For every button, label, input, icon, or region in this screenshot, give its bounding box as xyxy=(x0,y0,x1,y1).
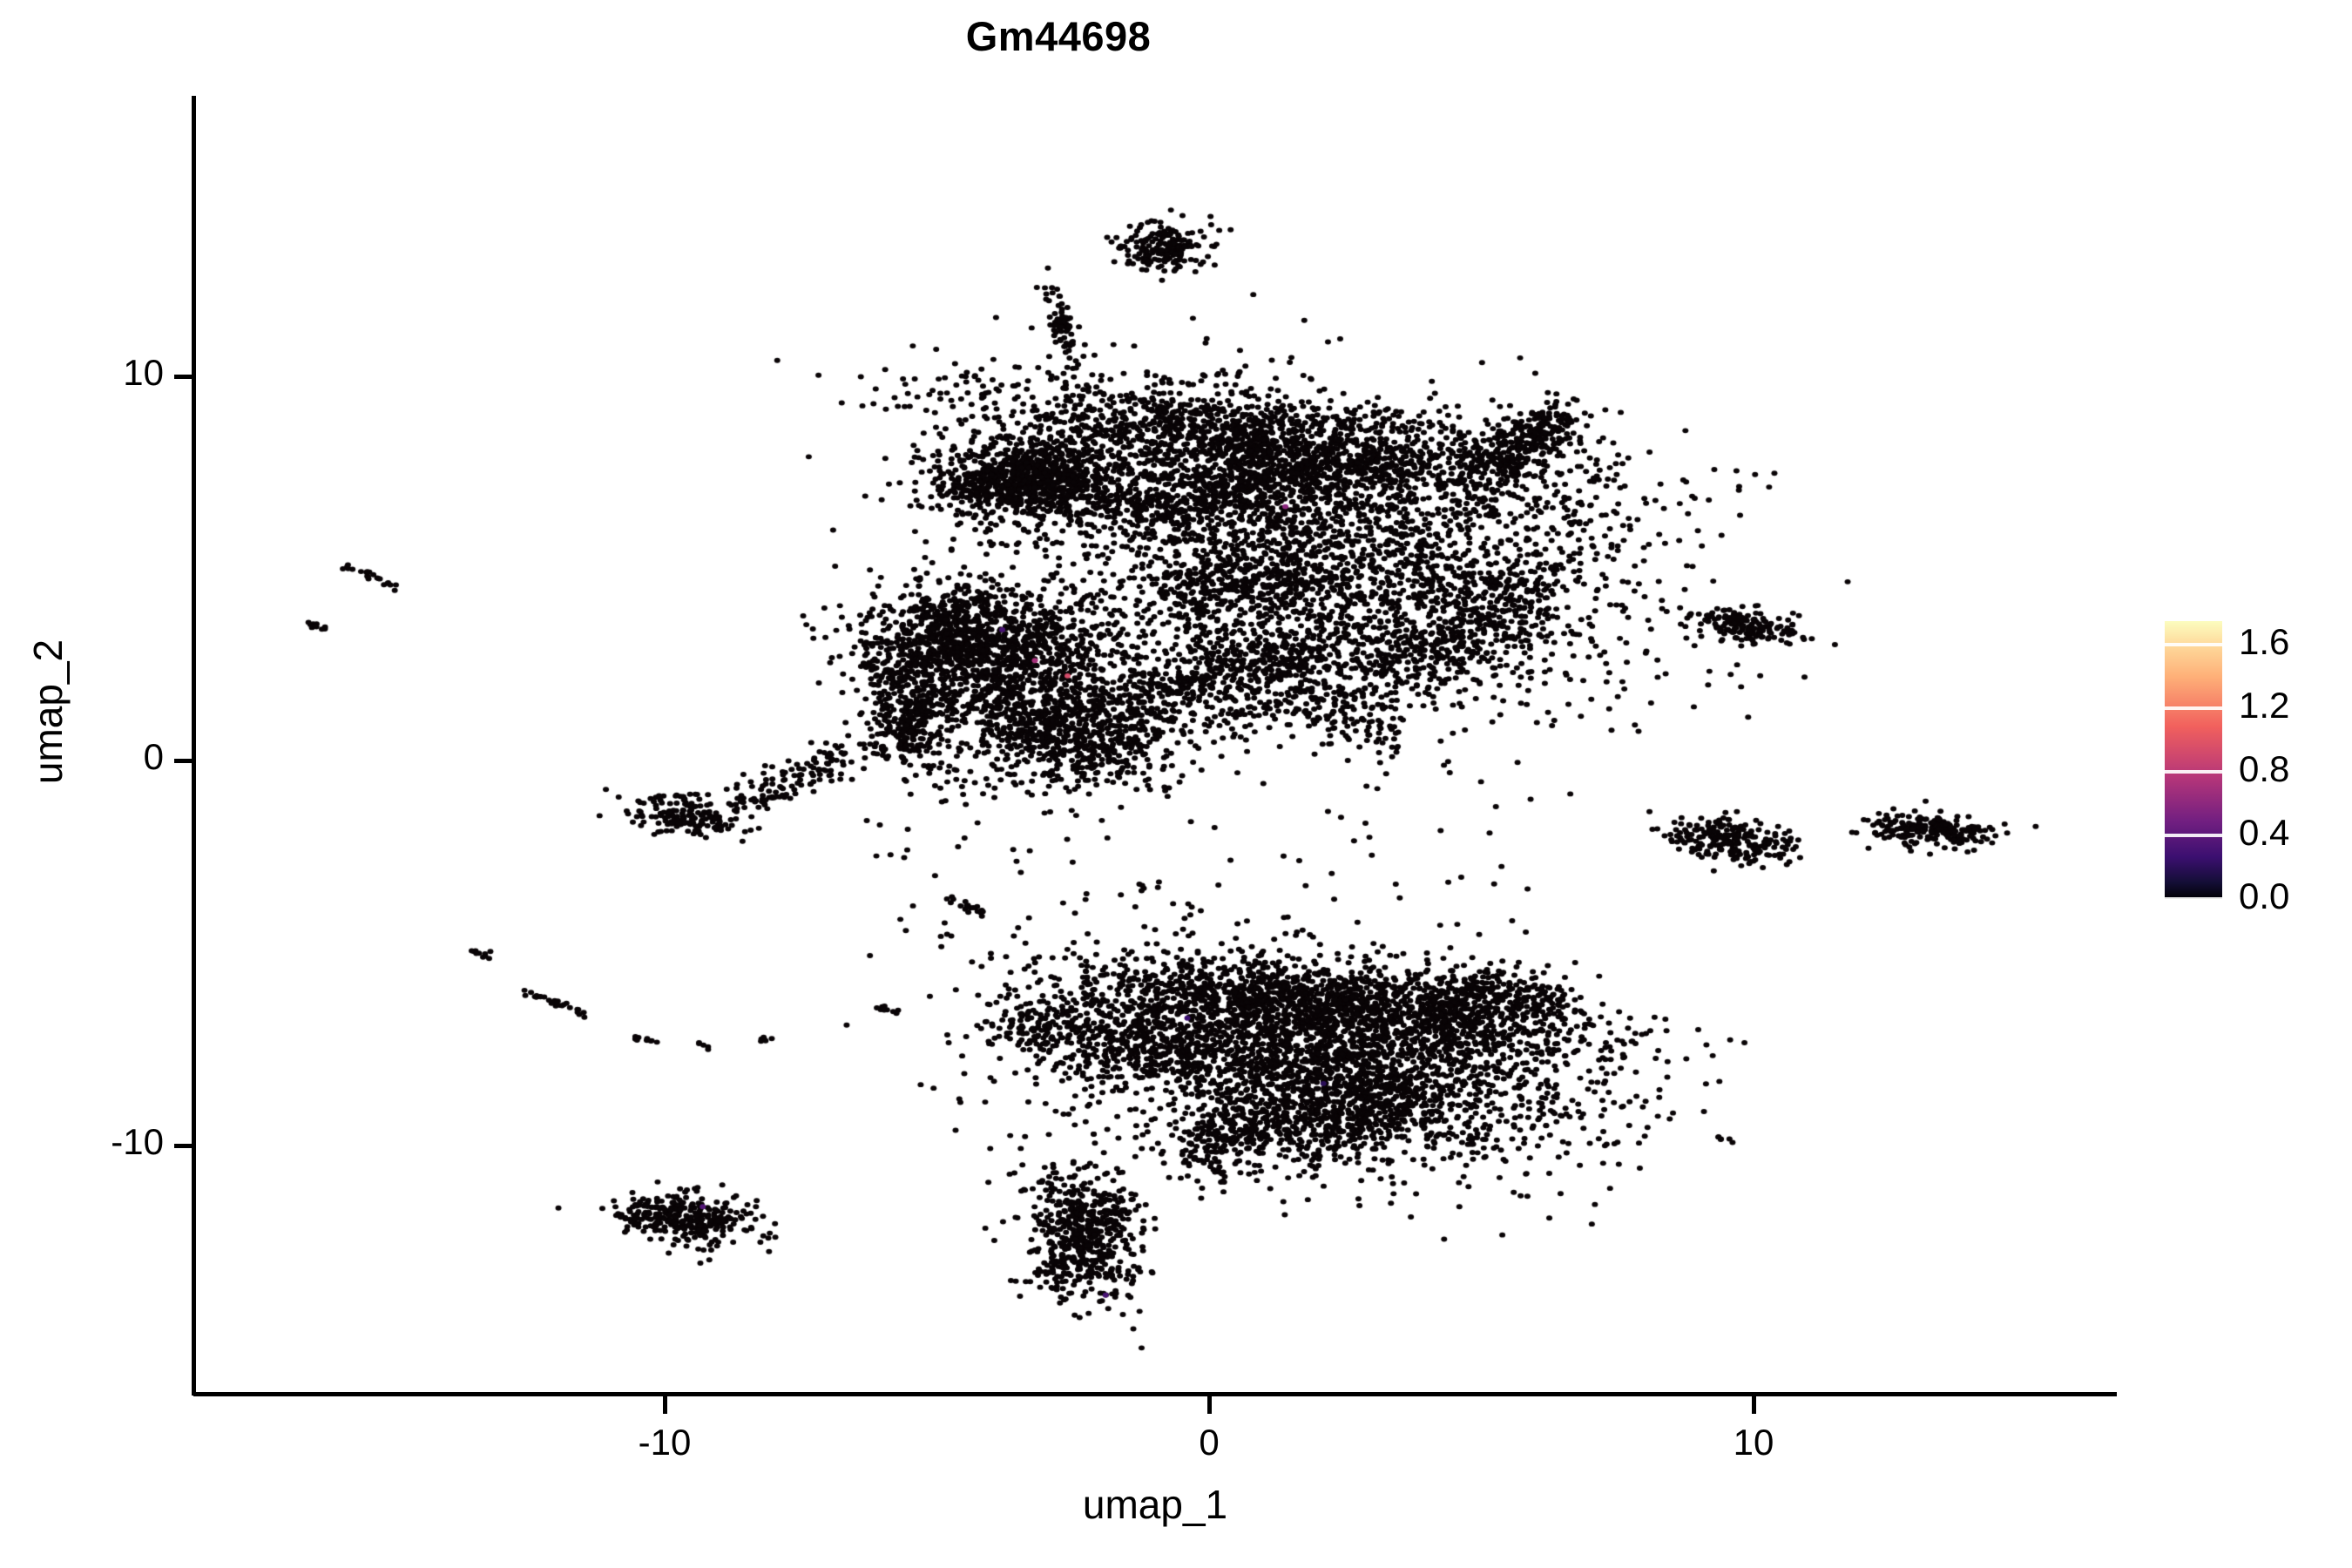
x-axis-tick-label: 0 xyxy=(1199,1422,1220,1463)
y-axis-tick-mark xyxy=(174,1143,192,1148)
legend-tick-label: 1.2 xyxy=(2239,685,2290,727)
x-axis-tick-label: 10 xyxy=(1733,1422,1774,1463)
legend-tick-mark xyxy=(2165,897,2222,901)
legend-tick-label: 0.8 xyxy=(2239,748,2290,790)
y-axis-tick-label: 0 xyxy=(143,736,164,777)
x-axis-tick-mark xyxy=(1752,1396,1756,1414)
umap-scatter-canvas xyxy=(193,96,2117,1394)
color-legend: 1.6 1.2 0.8 0.4 0.0 xyxy=(2159,610,2346,916)
legend-tick-label: 1.6 xyxy=(2239,621,2290,663)
y-axis-line xyxy=(192,96,196,1396)
legend-tick-mark xyxy=(2165,834,2222,838)
page-title: Gm44698 xyxy=(965,13,1152,59)
legend-tick-label: 0.0 xyxy=(2239,875,2290,916)
y-axis-tick-mark xyxy=(174,759,192,763)
legend-tick-mark xyxy=(2165,706,2222,711)
x-axis-tick-mark xyxy=(663,1396,667,1414)
x-axis-title: umap_1 xyxy=(1082,1482,1228,1527)
y-axis-title: umap_2 xyxy=(25,639,71,785)
plot-panel xyxy=(193,96,2117,1394)
legend-tick-mark xyxy=(2165,643,2222,647)
y-axis-tick-label: -10 xyxy=(111,1120,164,1162)
legend-tick-mark xyxy=(2165,770,2222,774)
legend-colorbar xyxy=(2165,621,2222,899)
x-axis-tick-mark xyxy=(1207,1396,1212,1414)
y-axis-tick-mark xyxy=(174,374,192,379)
x-axis-tick-label: -10 xyxy=(638,1422,692,1463)
y-axis-tick-label: 10 xyxy=(123,351,164,393)
legend-tick-label: 0.4 xyxy=(2239,812,2290,854)
x-axis-line xyxy=(193,1392,2117,1396)
